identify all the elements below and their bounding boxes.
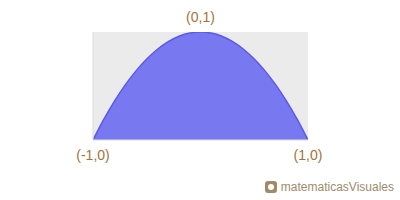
svg-text:(-1,0): (-1,0) bbox=[76, 147, 109, 163]
svg-text:(1,0): (1,0) bbox=[294, 147, 323, 163]
html-text:matematicasVisuales: matematicasVisuales bbox=[280, 180, 394, 194]
svg-text:(0,1): (0,1) bbox=[186, 9, 215, 25]
